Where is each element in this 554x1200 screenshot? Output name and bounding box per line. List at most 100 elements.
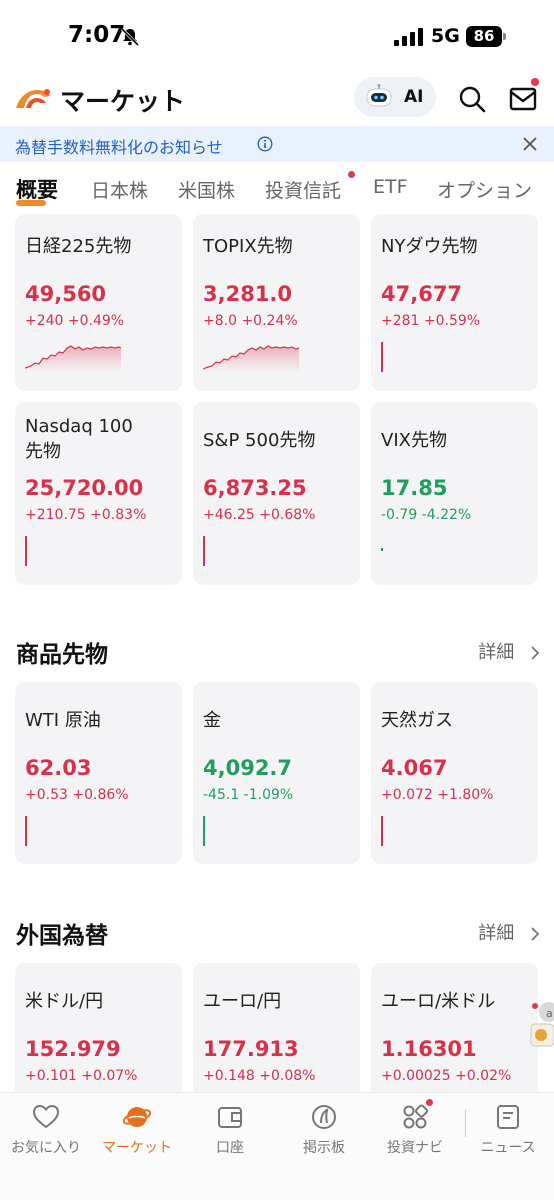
market-card-sp500-futures[interactable]: S&P 500先物 6,873.25 +46.25 +0.68% — [193, 402, 360, 585]
bottom-navigation: お気に入り マーケット 口座 掲示板 投資ナビ — [0, 1092, 554, 1200]
page-title: マーケット — [60, 87, 186, 116]
board-icon — [312, 1105, 336, 1129]
tab-us-stocks[interactable]: 米国株 — [178, 180, 236, 202]
card-price: 1.16301 — [381, 1037, 477, 1061]
card-change: +210.75 +0.83% — [25, 507, 147, 523]
chevron-right-icon — [531, 927, 540, 941]
card-price: 47,677 — [381, 282, 463, 306]
info-icon[interactable] — [257, 136, 273, 152]
mini-chart-tick — [203, 816, 205, 846]
market-card-natural-gas[interactable]: 天然ガス 4.067 +0.072 +1.80% — [371, 682, 538, 864]
tab-etf[interactable]: ETF — [373, 176, 408, 198]
market-card-eur-usd[interactable]: ユーロ/米ドル 1.16301 +0.00025 +0.02% — [371, 963, 538, 1092]
market-card-topix-futures[interactable]: TOPIX先物 3,281.0 +8.0 +0.24% — [193, 214, 360, 391]
nav-news[interactable]: ニュース — [462, 1103, 554, 1163]
nav-label: ニュース — [480, 1140, 536, 1156]
tab-options[interactable]: オプション — [437, 180, 533, 202]
planet-icon — [123, 1107, 151, 1127]
nav-invest-navi[interactable]: 投資ナビ — [369, 1103, 461, 1163]
close-icon[interactable] — [523, 137, 537, 151]
card-price: 6,873.25 — [203, 476, 307, 500]
card-price: 4.067 — [381, 756, 448, 780]
market-card-gold[interactable]: 金 4,092.7 -45.1 -1.09% — [193, 682, 360, 864]
nav-account[interactable]: 口座 — [184, 1103, 276, 1163]
battery-icon: 86 — [466, 26, 506, 47]
card-price: 4,092.7 — [203, 756, 293, 780]
card-name: NYダウ先物 — [381, 236, 478, 257]
nav-label: 口座 — [216, 1140, 244, 1156]
mini-chart-tick — [381, 548, 383, 551]
wallet-icon — [218, 1107, 242, 1128]
commodities-detail-link[interactable]: 詳細 — [478, 638, 540, 664]
card-name: S&P 500先物 — [203, 430, 316, 451]
nav-badge-dot — [426, 1099, 433, 1106]
mini-chart-tick — [203, 536, 205, 566]
market-card-vix-futures[interactable]: VIX先物 17.85 -0.79 -4.22% — [371, 402, 538, 585]
card-name: 米ドル/円 — [25, 991, 104, 1012]
nav-label: 投資ナビ — [387, 1140, 443, 1156]
card-price: 177.913 — [203, 1037, 299, 1061]
network-label: 5G — [431, 25, 460, 47]
card-change: +0.148 +0.08% — [203, 1068, 316, 1084]
market-card-wti-crude[interactable]: WTI 原油 62.03 +0.53 +0.86% — [15, 682, 182, 864]
card-price: 17.85 — [381, 476, 448, 500]
detail-label[interactable]: 詳細 — [478, 923, 515, 944]
tab-overview[interactable]: 概要 — [16, 178, 58, 202]
card-price: 62.03 — [25, 756, 92, 780]
nav-favorites[interactable]: お気に入り — [0, 1103, 92, 1163]
card-change: +240 +0.49% — [25, 313, 125, 329]
search-icon[interactable] — [458, 85, 486, 113]
nav-divider — [465, 1109, 466, 1137]
market-card-eur-jpy[interactable]: ユーロ/円 177.913 +0.148 +0.08% — [193, 963, 360, 1092]
nav-board[interactable]: 掲示板 — [278, 1103, 370, 1163]
nav-market[interactable]: マーケット — [91, 1103, 183, 1163]
card-name: 日経225先物 — [25, 236, 132, 257]
market-card-nikkei225-futures[interactable]: 日経225先物 49,560 +240 +0.49% — [15, 214, 182, 391]
card-name: 金 — [203, 710, 221, 731]
market-tab-bar: 概要 日本株 米国株 投資信託 ETF オプション — [0, 168, 554, 212]
card-change: +46.25 +0.68% — [203, 507, 316, 523]
card-name: ユーロ/円 — [203, 991, 282, 1012]
notice-text[interactable]: 為替手数料無料化のお知らせ — [15, 138, 223, 157]
card-price: 152.979 — [25, 1037, 121, 1061]
floating-promo-icon[interactable]: a — [527, 998, 554, 1058]
market-card-usd-jpy[interactable]: 米ドル/円 152.979 +0.101 +0.07% — [15, 963, 182, 1092]
ai-label: AI — [404, 87, 424, 107]
card-change: +0.101 +0.07% — [25, 1068, 138, 1084]
signal-icon — [394, 28, 423, 46]
tab-investment-trusts[interactable]: 投資信託 — [265, 180, 342, 202]
card-change: +0.00025 +0.02% — [381, 1068, 512, 1084]
mail-icon[interactable] — [509, 86, 537, 112]
card-change: +281 +0.59% — [381, 313, 481, 329]
card-name: TOPIX先物 — [203, 236, 293, 257]
card-name: ユーロ/米ドル — [381, 991, 496, 1012]
detail-label[interactable]: 詳細 — [478, 642, 515, 663]
bell-off-icon — [120, 27, 140, 47]
market-card-nydow-futures[interactable]: NYダウ先物 47,677 +281 +0.59% — [371, 214, 538, 391]
forex-detail-link[interactable]: 詳細 — [478, 919, 540, 945]
nav-label: お気に入り — [11, 1140, 81, 1156]
tab-japan-stocks[interactable]: 日本株 — [91, 180, 149, 202]
app-header: マーケット AI — [0, 74, 554, 124]
app-logo-icon — [16, 89, 50, 108]
ai-assistant-button[interactable]: AI — [354, 77, 436, 117]
card-change: +0.072 +1.80% — [381, 787, 494, 803]
card-price: 25,720.00 — [25, 476, 144, 500]
battery-level: 86 — [473, 27, 495, 45]
market-card-nasdaq100-futures[interactable]: Nasdaq 100先物 25,720.00 +210.75 +0.83% — [15, 402, 182, 585]
grid-icon — [403, 1104, 429, 1129]
card-name: WTI 原油 — [25, 710, 101, 731]
mini-chart-tick — [381, 816, 383, 846]
card-change: +8.0 +0.24% — [203, 313, 298, 329]
card-change: -45.1 -1.09% — [203, 787, 294, 803]
active-tab-indicator — [16, 200, 46, 206]
news-icon — [497, 1105, 519, 1129]
card-change: +0.53 +0.86% — [25, 787, 129, 803]
sparkline-chart — [203, 345, 300, 372]
notice-banner[interactable]: 為替手数料無料化のお知らせ — [0, 126, 554, 162]
tab-badge-dot — [348, 171, 355, 178]
card-name: 天然ガス — [381, 710, 453, 731]
chevron-right-icon — [531, 646, 540, 660]
section-title-forex: 外国為替 — [16, 923, 108, 949]
svg-text:a: a — [546, 1007, 553, 1020]
